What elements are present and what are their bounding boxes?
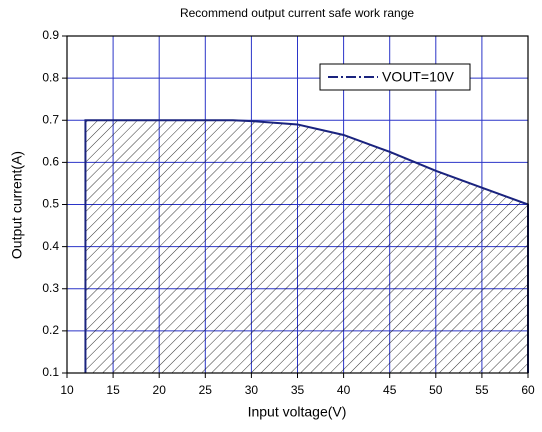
legend-label: VOUT=10V [382, 69, 455, 85]
y-tick-label: 0.4 [42, 239, 59, 253]
y-tick-label: 0.6 [42, 155, 59, 169]
legend-box [319, 63, 471, 91]
x-tick-label: 35 [291, 383, 305, 397]
y-tick-label: 0.5 [42, 197, 59, 211]
y-tick-label: 0.1 [42, 365, 59, 379]
x-tick-label: 10 [60, 383, 74, 397]
x-tick-label: 60 [521, 383, 535, 397]
y-axis-label: Output current(A) [9, 151, 25, 259]
line [84, 119, 529, 373]
hatched-area [85, 120, 528, 373]
chart-title: Recommend output current safe work range [180, 6, 414, 20]
x-tick-label: 30 [245, 383, 259, 397]
y-tick-label: 0.8 [42, 70, 59, 84]
x-tick-label: 15 [106, 383, 120, 397]
x-tick-label: 50 [429, 383, 443, 397]
x-tick-label: 55 [475, 383, 489, 397]
y-tick-label: 0.9 [42, 28, 59, 42]
y-tick-label: 0.7 [42, 112, 59, 126]
x-tick-label: 45 [383, 383, 397, 397]
x-axis-label: Input voltage(V) [248, 404, 347, 420]
plot-frame [66, 35, 529, 374]
x-tick-label: 40 [337, 383, 351, 397]
x-tick-label: 25 [199, 383, 213, 397]
y-tick-label: 0.2 [42, 323, 59, 337]
y-tick-label: 0.3 [42, 281, 59, 295]
x-tick-label: 20 [153, 383, 167, 397]
